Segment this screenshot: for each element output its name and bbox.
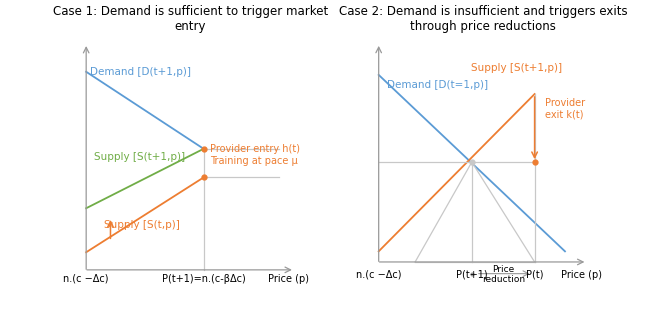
Title: Case 1: Demand is sufficient to trigger market
entry: Case 1: Demand is sufficient to trigger …	[53, 5, 328, 33]
Text: Provider
exit k(t): Provider exit k(t)	[545, 98, 585, 120]
Text: n.(c −Δc): n.(c −Δc)	[64, 274, 109, 284]
Text: P(t+1): P(t+1)	[456, 270, 487, 280]
Text: n.(c −Δc): n.(c −Δc)	[356, 270, 401, 280]
Text: Demand [D(t+1,p)]: Demand [D(t+1,p)]	[90, 68, 191, 78]
Text: Supply [S(t+1,p)]: Supply [S(t+1,p)]	[471, 63, 562, 73]
Text: P(t+1)=n.(c-βΔc): P(t+1)=n.(c-βΔc)	[162, 274, 246, 284]
Text: Demand [D(t=1,p)]: Demand [D(t=1,p)]	[387, 80, 488, 90]
Text: Supply [S(t+1,p)]: Supply [S(t+1,p)]	[94, 152, 185, 162]
Title: Case 2: Demand is insufficient and triggers exits
through price reductions: Case 2: Demand is insufficient and trigg…	[338, 5, 627, 33]
Text: Price (p): Price (p)	[560, 270, 602, 280]
Text: P(t): P(t)	[526, 270, 543, 280]
Text: Price (p): Price (p)	[268, 274, 309, 284]
Text: Supply [S(t,p)]: Supply [S(t,p)]	[104, 220, 180, 230]
Text: Provider entry h(t)
Training at pace μ: Provider entry h(t) Training at pace μ	[210, 144, 300, 166]
Text: Price
reduction: Price reduction	[482, 265, 525, 284]
